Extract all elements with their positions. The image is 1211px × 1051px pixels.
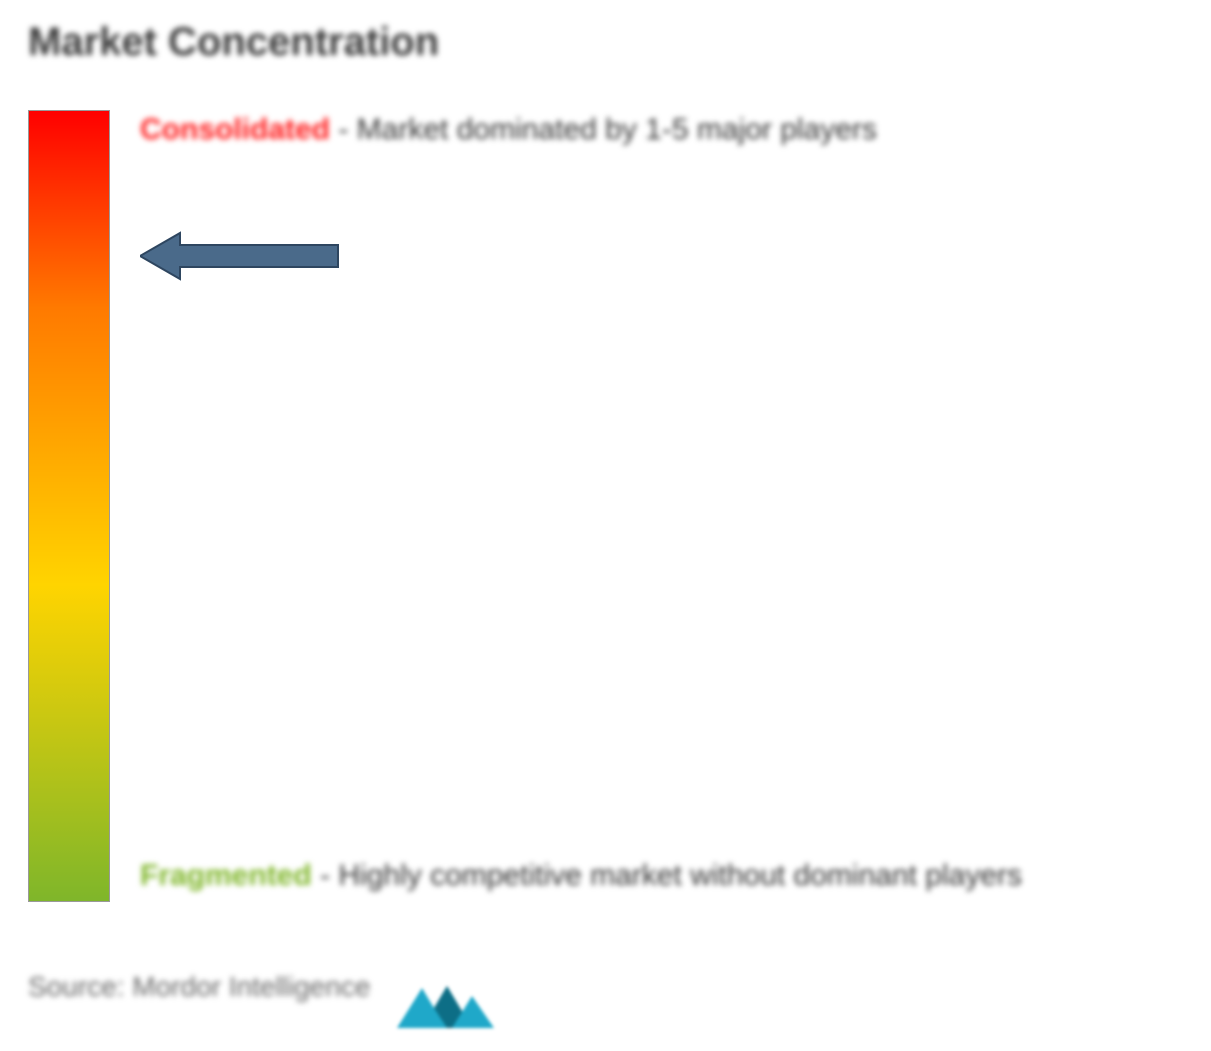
arrow-icon xyxy=(140,231,340,281)
consolidated-label: Consolidated - Market dominated by 1-5 m… xyxy=(140,110,1150,151)
chart-container: Market Concentration Consolidated - Mark… xyxy=(0,0,1211,1051)
fragmented-desc: - Highly competitive market without domi… xyxy=(320,859,1022,892)
arrow-shape xyxy=(140,233,338,279)
chart-title: Market Concentration xyxy=(28,20,439,65)
labels-area: Consolidated - Market dominated by 1-5 m… xyxy=(140,110,1170,900)
position-arrow xyxy=(140,231,340,281)
consolidated-keyword: Consolidated xyxy=(140,113,330,146)
fragmented-keyword: Fragmented xyxy=(140,859,312,892)
mordor-logo xyxy=(392,978,502,1033)
fragmented-label: Fragmented - Highly competitive market w… xyxy=(140,852,1150,900)
logo-icon xyxy=(392,978,502,1033)
concentration-gradient-bar xyxy=(28,110,110,902)
source-attribution: Source: Mordor Intelligence xyxy=(28,971,370,1003)
consolidated-desc: - Market dominated by 1-5 major players xyxy=(338,113,877,146)
